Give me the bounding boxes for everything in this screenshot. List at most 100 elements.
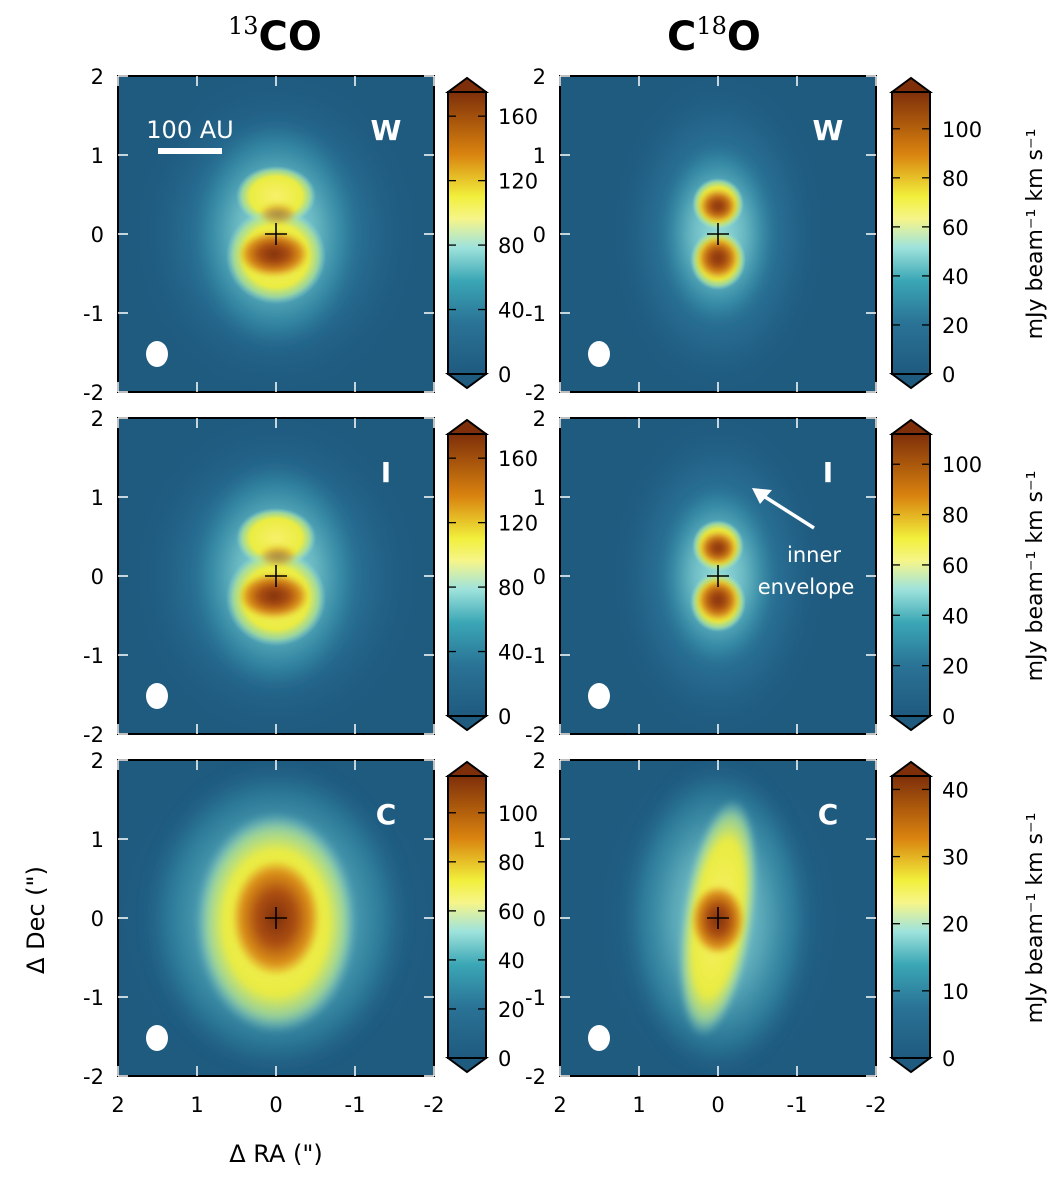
y-tick-label: -2 [525,381,546,405]
colorbar-extend-top [888,760,934,777]
colorbar-tick-label: 20 [942,655,969,679]
colorbar-tick-label: 0 [498,363,511,387]
colorbar-tick-label: 160 [498,105,538,129]
y-tick-label: -1 [83,986,104,1010]
colorbar-body [891,775,931,1059]
y-axis-label: Δ Dec (") [22,866,50,974]
y-tick-label: 0 [91,223,104,247]
x-axis-label: Δ RA (") [229,1140,323,1168]
core-north [700,532,736,564]
colorbar-tick-label: 100 [498,802,538,826]
column-title-13co: 13CO [228,12,322,60]
colorbar-tick-label: 0 [498,705,511,729]
y-tick-label: -1 [525,986,546,1010]
y-tick-label: 1 [533,144,546,168]
y-tick-label: -1 [83,302,104,326]
y-tick-label: -2 [83,1065,104,1089]
colorbar-tick-label: 60 [942,554,969,578]
colorbar-tick-label: 80 [498,234,525,258]
isotope-label: 18 [696,12,727,40]
colorbar-tick-label: 40 [498,949,525,973]
colorbar-body [891,433,931,717]
x-tick-label: 2 [111,1093,124,1117]
panel-tag-label: W [371,114,402,147]
y-tick-label: 0 [533,223,546,247]
beam-ellipse [588,683,610,709]
colorbar-tick-label: 100 [942,118,982,142]
core-north [260,546,296,566]
y-tick-label: -2 [525,1065,546,1089]
y-tick-label: 2 [533,749,546,773]
x-tick-label: -2 [866,1093,887,1117]
colorbar-extend-bottom [444,715,490,732]
core-north [260,204,296,224]
colorbar-tick-label: 40 [942,604,969,628]
colorbar-tick-label: 80 [498,851,525,875]
colorbar: 0 40 80 120 160 [444,76,538,390]
colorbar-tick-label: 0 [942,1047,955,1071]
colorbar-extend-top [888,76,934,93]
colorbar-tick-label: 40 [942,778,969,802]
colorbar-tick-label: 120 [498,512,538,536]
colorbar-tick-label: 30 [942,846,969,870]
y-tick-label: -2 [83,723,104,747]
panel-tag-label: I [823,456,833,489]
x-tick-label: 2 [553,1093,566,1117]
yellow-lobe-north [236,508,316,568]
y-tick-label: -1 [525,302,546,326]
colorbar: 0 20 40 60 80 100 [444,760,538,1074]
beam-ellipse [588,1025,610,1051]
colorbar-tick-label: 0 [498,1047,511,1071]
core-south [240,574,308,618]
y-tick-label: 0 [91,907,104,931]
panel-tag-label: C [376,798,397,831]
colorbar-body [447,433,487,717]
y-tick-label: 1 [533,486,546,510]
y-tick-label: 1 [91,144,104,168]
y-tick-label: -2 [83,381,104,405]
y-tick-label: -2 [525,723,546,747]
x-tick-label: -2 [424,1093,445,1117]
colorbar-label: mJy beam⁻¹ km s⁻¹ [1023,471,1048,682]
species-prefix: C [667,14,697,60]
map-panel-w-c18o: -2 -1 0 1 2 W [525,65,877,405]
y-tick-label: 1 [91,486,104,510]
y-tick-label: -1 [83,644,104,668]
colorbar-label: mJy beam⁻¹ km s⁻¹ [1023,129,1048,340]
beam-ellipse [146,683,168,709]
yellow-lobe-north [236,166,316,226]
map-panel-i-13co: -2 -1 0 1 2 I [83,407,435,747]
annotation-arrow-shaft [761,493,815,530]
colorbar-extend-bottom [444,1057,490,1074]
colorbar-tick-label: 80 [942,167,969,191]
colorbar: 0 40 80 120 160 [444,418,538,732]
species-label: O [726,14,761,60]
colorbar-tick-label: 160 [498,447,538,471]
core-north [700,190,736,222]
colorbar: 0 10 20 30 40 mJy beam⁻¹ km s⁻¹ [888,760,1048,1074]
colorbar-tick-label: 20 [942,913,969,937]
colorbar-extend-bottom [888,373,934,390]
panel-tag-label: W [813,114,844,147]
colorbar-extend-bottom [888,1057,934,1074]
colorbar-extend-top [444,76,490,93]
colorbar-label: mJy beam⁻¹ km s⁻¹ [1023,813,1048,1024]
y-tick-label: 2 [533,407,546,431]
y-tick-label: 1 [533,828,546,852]
colorbar-tick-label: 0 [942,705,955,729]
scalebar-label: 100 AU [146,116,233,144]
x-tick-label: 1 [632,1093,645,1117]
scalebar [158,148,222,154]
colorbar-body [891,91,931,375]
y-tick-label: 2 [533,65,546,89]
colorbar-extend-bottom [444,373,490,390]
panel-tag-label: C [818,798,839,831]
core-south [698,238,738,278]
y-tick-label: 0 [91,565,104,589]
colorbar-tick-label: 40 [498,641,525,665]
colorbar-extend-top [444,760,490,777]
x-tick-label: 1 [190,1093,203,1117]
colorbar-tick-label: 60 [942,216,969,240]
